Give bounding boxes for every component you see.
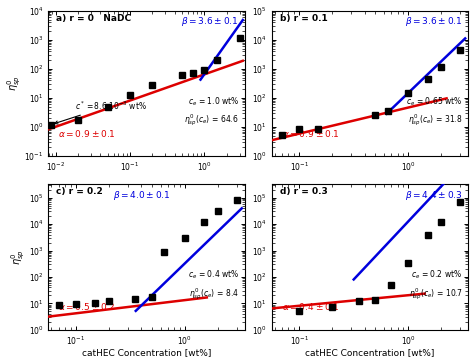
Y-axis label: $\eta^0_{sp}$: $\eta^0_{sp}$ bbox=[10, 249, 27, 265]
Text: $c^* = 8.6{\cdot}10^{-3}$ wt%: $c^* = 8.6{\cdot}10^{-3}$ wt% bbox=[55, 99, 146, 124]
Text: $c_e$ = 1.0 wt%
$\eta^0_{sp}(c_e)$ = 64.6: $c_e$ = 1.0 wt% $\eta^0_{sp}(c_e)$ = 64.… bbox=[184, 95, 239, 128]
Text: $\alpha = 0.9 \pm 0.1$: $\alpha = 0.9 \pm 0.1$ bbox=[58, 128, 116, 139]
Text: $\beta = 4.0 \pm 0.1$: $\beta = 4.0 \pm 0.1$ bbox=[113, 189, 170, 202]
Text: $c_e$ = 0.65 wt%
$\eta^0_{sp}(c_e)$ = 31.8: $c_e$ = 0.65 wt% $\eta^0_{sp}(c_e)$ = 31… bbox=[406, 95, 463, 128]
Text: a) r = 0   NaDC: a) r = 0 NaDC bbox=[56, 14, 131, 23]
Text: $\alpha = 0.4 \pm 0.1$: $\alpha = 0.4 \pm 0.1$ bbox=[282, 301, 339, 312]
Text: $\alpha = 0.9 \pm 0.1$: $\alpha = 0.9 \pm 0.1$ bbox=[282, 128, 339, 139]
X-axis label: catHEC Concentration [wt%]: catHEC Concentration [wt%] bbox=[82, 348, 211, 358]
Text: c) r = 0.2: c) r = 0.2 bbox=[56, 187, 103, 196]
Y-axis label: $\eta^0_{sp}$: $\eta^0_{sp}$ bbox=[6, 76, 23, 91]
Text: $\beta = 3.6 \pm 0.1$: $\beta = 3.6 \pm 0.1$ bbox=[182, 15, 239, 28]
Text: $\beta = 4.4 \pm 0.3$: $\beta = 4.4 \pm 0.3$ bbox=[405, 189, 463, 202]
Text: b) r = 0.1: b) r = 0.1 bbox=[280, 14, 328, 23]
Text: $c_e$ = 0.4 wt%
$\eta^0_{sp}(c_e)$ = 8.4: $c_e$ = 0.4 wt% $\eta^0_{sp}(c_e)$ = 8.4 bbox=[188, 269, 239, 302]
X-axis label: catHEC Concentration [wt%]: catHEC Concentration [wt%] bbox=[305, 348, 435, 358]
Text: $\alpha = 0.5 \pm 0.2$: $\alpha = 0.5 \pm 0.2$ bbox=[58, 301, 115, 312]
Text: d) r = 0.3: d) r = 0.3 bbox=[280, 187, 328, 196]
Text: $\beta = 3.6 \pm 0.1$: $\beta = 3.6 \pm 0.1$ bbox=[405, 15, 463, 28]
Text: $c_e$ = 0.2 wt%
$\eta^0_{sp}(c_e)$ = 10.7: $c_e$ = 0.2 wt% $\eta^0_{sp}(c_e)$ = 10.… bbox=[409, 269, 463, 302]
